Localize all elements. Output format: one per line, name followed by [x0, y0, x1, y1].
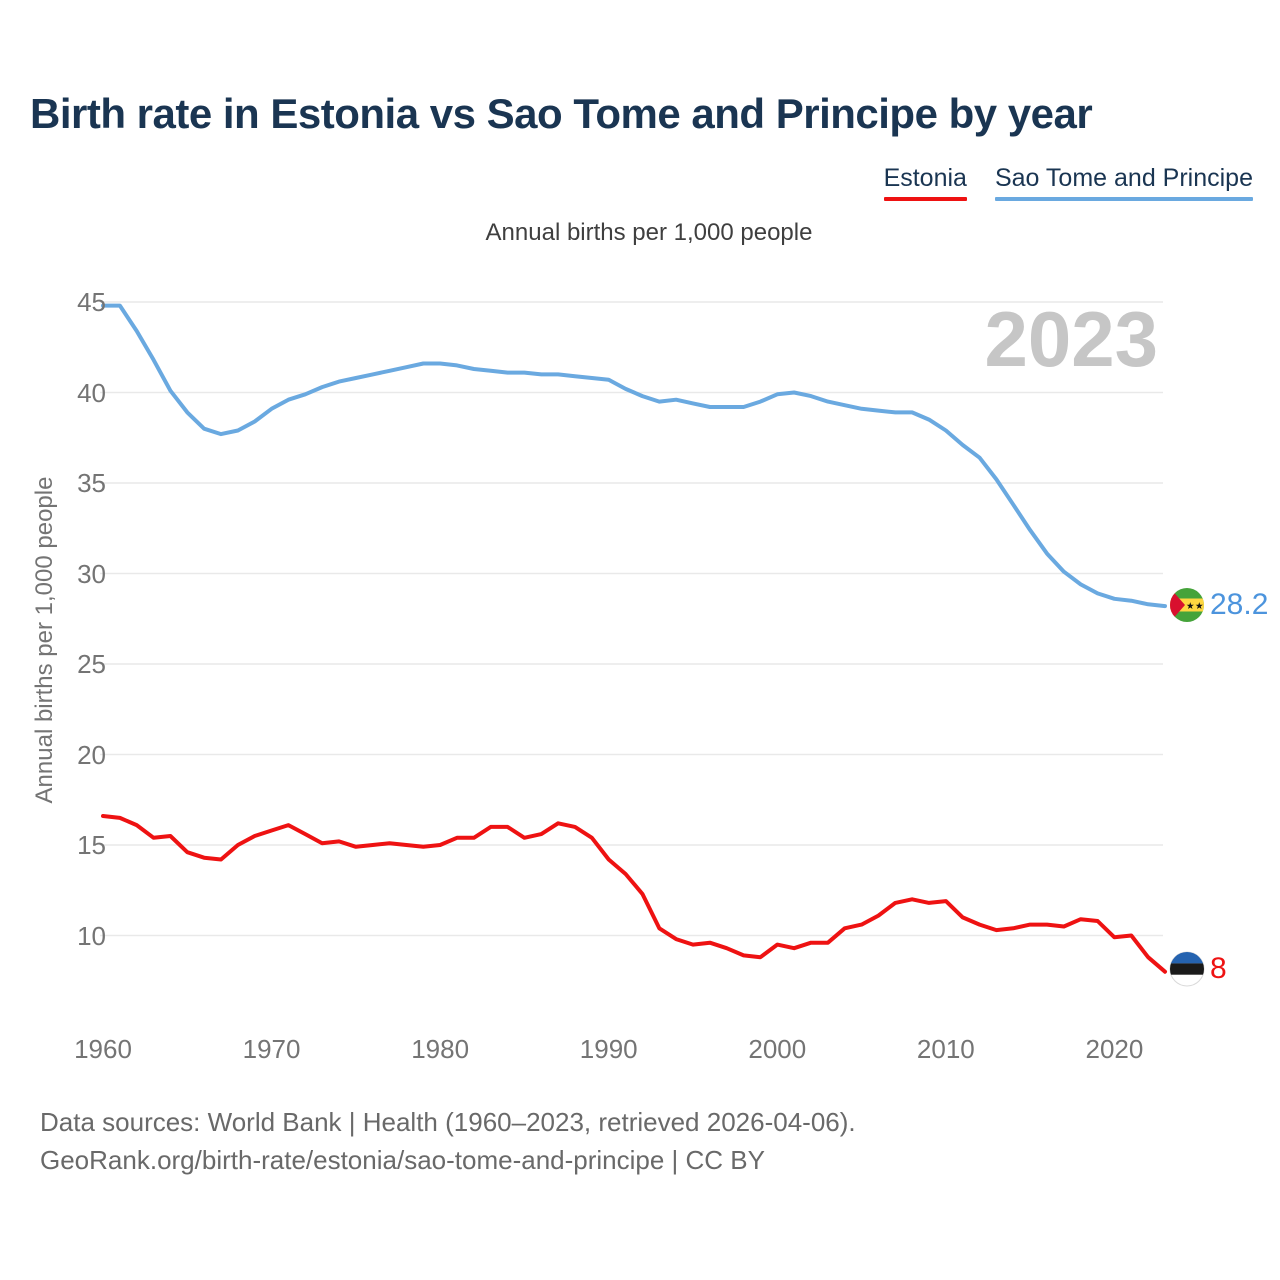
- y-tick-label: 40: [77, 377, 106, 408]
- legend-label: Sao Tome and Principe: [994, 164, 1253, 192]
- y-tick-label: 10: [77, 920, 106, 951]
- sao-tome-flag-icon: ★★: [1170, 588, 1204, 622]
- x-tick-label: 2000: [748, 1034, 807, 1064]
- estonia-flag-icon: [1169, 951, 1205, 987]
- legend-item-sao-tome-and-principe[interactable]: Sao Tome and Principe: [994, 164, 1253, 201]
- gridlines: [100, 301, 1163, 937]
- legend-item-estonia[interactable]: Estonia: [883, 164, 967, 201]
- estonia-value-label: 8: [1210, 952, 1227, 985]
- chart-subtitle: Annual births per 1,000 people: [485, 219, 813, 246]
- data-sources-text: Data sources: World Bank | Health (1960–…: [40, 1107, 856, 1137]
- x-tick-label: 1990: [579, 1034, 638, 1064]
- x-tick-label: 2020: [1085, 1034, 1144, 1064]
- sao-tome-and-principe-line[interactable]: [101, 303, 1167, 609]
- legend-color-bar-red: [883, 197, 967, 201]
- y-tick-label: 25: [77, 649, 106, 679]
- y-tick-label: 45: [77, 287, 106, 317]
- y-tick-label: 15: [77, 830, 106, 860]
- attribution-text: GeoRank.org/birth-rate/estonia/sao-tome-…: [40, 1145, 765, 1175]
- estonia-line[interactable]: [101, 814, 1167, 974]
- legend: Estonia Sao Tome and Principe: [883, 164, 1253, 201]
- legend-color-bar-blue: [994, 197, 1253, 201]
- page-title: Birth rate in Estonia vs Sao Tome and Pr…: [30, 90, 1093, 137]
- y-tick-label: 20: [77, 739, 106, 770]
- y-tick-label: 30: [77, 558, 106, 589]
- svg-text:★★: ★★: [1186, 601, 1204, 612]
- x-tick-label: 1960: [74, 1034, 132, 1064]
- x-tick-label: 1980: [411, 1034, 470, 1064]
- x-tick-label: 1970: [242, 1034, 301, 1064]
- footer: Data sources: World Bank | Health (1960–…: [40, 1103, 856, 1179]
- y-tick-label: 35: [77, 468, 106, 498]
- x-tick-label: 2010: [916, 1034, 975, 1064]
- legend-label: Estonia: [883, 164, 967, 192]
- year-watermark: 2023: [984, 295, 1158, 383]
- sao-tome-value-label: 28.2: [1210, 588, 1269, 621]
